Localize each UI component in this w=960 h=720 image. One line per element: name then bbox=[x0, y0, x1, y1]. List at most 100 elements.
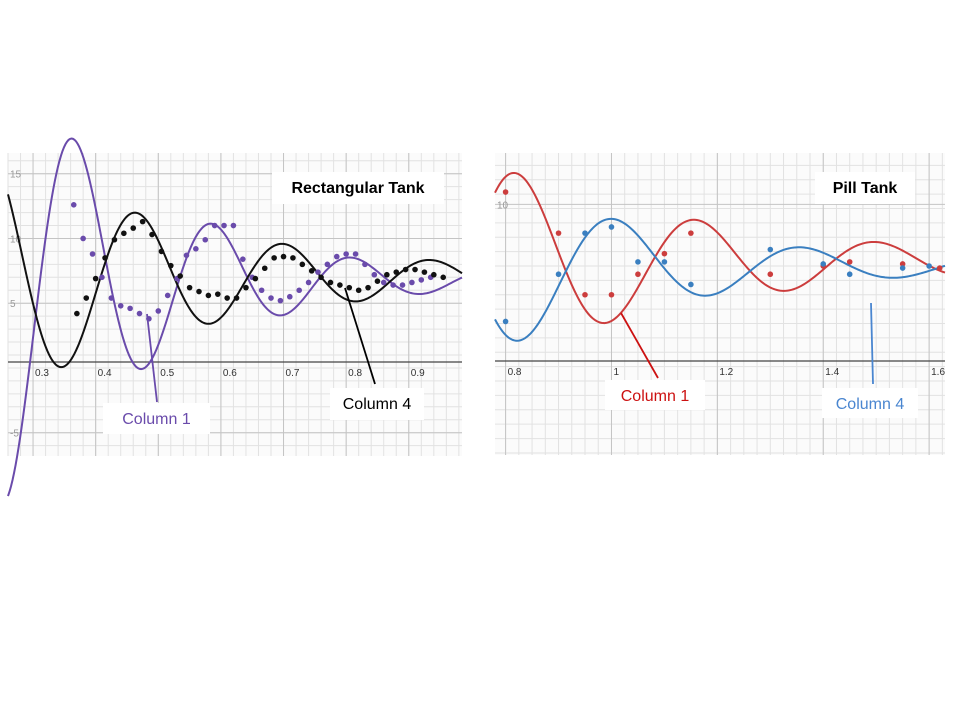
column-1-data-point bbox=[90, 251, 96, 257]
column-4-data-point bbox=[281, 254, 287, 260]
x-tick-label: 0.9 bbox=[411, 368, 425, 379]
column-1-data-point bbox=[767, 271, 773, 277]
x-tick-label: 0.6 bbox=[223, 368, 237, 379]
column-1-data-point bbox=[212, 223, 218, 229]
column-1-data-point bbox=[240, 256, 246, 262]
column-4-data-point bbox=[688, 282, 694, 288]
column-1-data-point bbox=[315, 269, 321, 275]
column-1-data-point bbox=[847, 259, 853, 265]
y-tick-label: -5 bbox=[10, 429, 19, 440]
column-1-data-point bbox=[635, 271, 641, 277]
column-4-data-point bbox=[635, 259, 641, 265]
x-tick-label: 0.3 bbox=[35, 368, 49, 379]
column-4-data-point bbox=[431, 272, 437, 278]
column-1-data-point bbox=[71, 202, 77, 208]
chart-title: Rectangular Tank bbox=[291, 180, 424, 197]
column-1-data-point bbox=[259, 287, 265, 293]
column-1-data-point bbox=[165, 293, 171, 299]
column-1-data-point bbox=[609, 292, 615, 298]
y-tick-label: 10 bbox=[497, 200, 509, 211]
column-1-data-point bbox=[109, 295, 115, 301]
column-1-data-point bbox=[390, 282, 396, 288]
column-4-data-point bbox=[271, 255, 277, 261]
column-4-data-point bbox=[556, 271, 562, 277]
column-4-data-point bbox=[253, 276, 259, 282]
column-4-data-point bbox=[662, 259, 668, 265]
column-4-data-point bbox=[365, 285, 371, 291]
column-1-data-point bbox=[127, 306, 133, 312]
x-tick-label: 1.2 bbox=[719, 367, 733, 378]
x-tick-label: 0.5 bbox=[160, 368, 174, 379]
column-4-data-point bbox=[196, 289, 202, 295]
column-4-data-point bbox=[234, 295, 240, 301]
column-4-data-point bbox=[159, 249, 165, 255]
column-1-data-point bbox=[80, 236, 86, 242]
column-4-data-point bbox=[403, 267, 409, 273]
column-1-data-point bbox=[155, 308, 161, 314]
column-1-data-point bbox=[287, 294, 293, 300]
column-4-data-point bbox=[375, 278, 381, 284]
column-1-data-point bbox=[184, 252, 190, 258]
column-4-data-point bbox=[393, 269, 399, 275]
column-4-data-point bbox=[356, 287, 362, 293]
column-4-data-point bbox=[412, 267, 418, 273]
column-1-data-point bbox=[99, 275, 105, 281]
column-4-label: Column 4 bbox=[836, 396, 905, 413]
column-4-label: Column 4 bbox=[343, 396, 412, 413]
column-1-data-point bbox=[202, 237, 208, 243]
column-4-data-point bbox=[243, 285, 249, 291]
column-4-data-point bbox=[422, 269, 428, 275]
column-1-data-point bbox=[343, 251, 349, 257]
column-1-label: Column 1 bbox=[122, 411, 191, 428]
x-tick-label: 0.8 bbox=[508, 367, 522, 378]
column-4-data-point bbox=[187, 285, 193, 291]
column-1-data-point bbox=[353, 251, 359, 257]
column-1-data-point bbox=[221, 223, 227, 229]
column-4-data-point bbox=[74, 311, 80, 317]
column-1-data-point bbox=[362, 262, 368, 268]
column-1-data-point bbox=[381, 280, 387, 286]
column-1-data-point bbox=[418, 277, 424, 283]
column-4-data-point bbox=[112, 237, 118, 243]
x-tick-label: 0.7 bbox=[286, 368, 300, 379]
column-4-data-point bbox=[328, 280, 334, 286]
y-tick-label: 15 bbox=[10, 170, 22, 181]
x-tick-label: 1.4 bbox=[825, 367, 839, 378]
column-4-data-point bbox=[83, 295, 89, 301]
x-tick-label: 1 bbox=[613, 367, 619, 378]
column-1-data-point bbox=[137, 311, 143, 317]
column-1-data-point bbox=[296, 287, 302, 293]
column-4-data-point bbox=[309, 268, 315, 274]
column-4-data-point bbox=[93, 276, 99, 282]
column-1-data-point bbox=[231, 223, 237, 229]
column-1-data-point bbox=[400, 282, 406, 288]
column-4-data-point bbox=[168, 263, 174, 269]
column-1-data-point bbox=[268, 295, 274, 301]
column-4-data-point bbox=[337, 282, 343, 288]
column-4-data-point bbox=[140, 219, 146, 225]
column-1-data-point bbox=[325, 262, 331, 268]
column-4-data-point bbox=[262, 265, 268, 271]
column-4-data-point bbox=[582, 230, 588, 236]
column-4-data-point bbox=[384, 272, 390, 278]
column-1-data-point bbox=[372, 272, 378, 278]
column-1-data-point bbox=[306, 280, 312, 286]
column-1-data-point bbox=[582, 292, 588, 298]
column-1-label: Column 1 bbox=[621, 388, 690, 405]
column-1-data-point bbox=[688, 230, 694, 236]
column-1-data-point bbox=[334, 254, 340, 260]
column-4-data-point bbox=[149, 232, 155, 238]
column-4-data-point bbox=[130, 225, 136, 231]
column-4-data-point bbox=[847, 271, 853, 277]
column-4-data-point bbox=[820, 261, 826, 267]
column-1-data-point bbox=[556, 230, 562, 236]
column-1-data-point bbox=[409, 280, 415, 286]
column-4-data-point bbox=[440, 275, 446, 281]
column-1-data-point bbox=[503, 189, 509, 195]
column-4-data-point bbox=[102, 255, 108, 261]
column-4-data-point bbox=[503, 319, 509, 325]
column-4-data-point bbox=[767, 247, 773, 253]
column-4-data-point bbox=[215, 291, 221, 297]
chart-title: Pill Tank bbox=[833, 180, 898, 197]
